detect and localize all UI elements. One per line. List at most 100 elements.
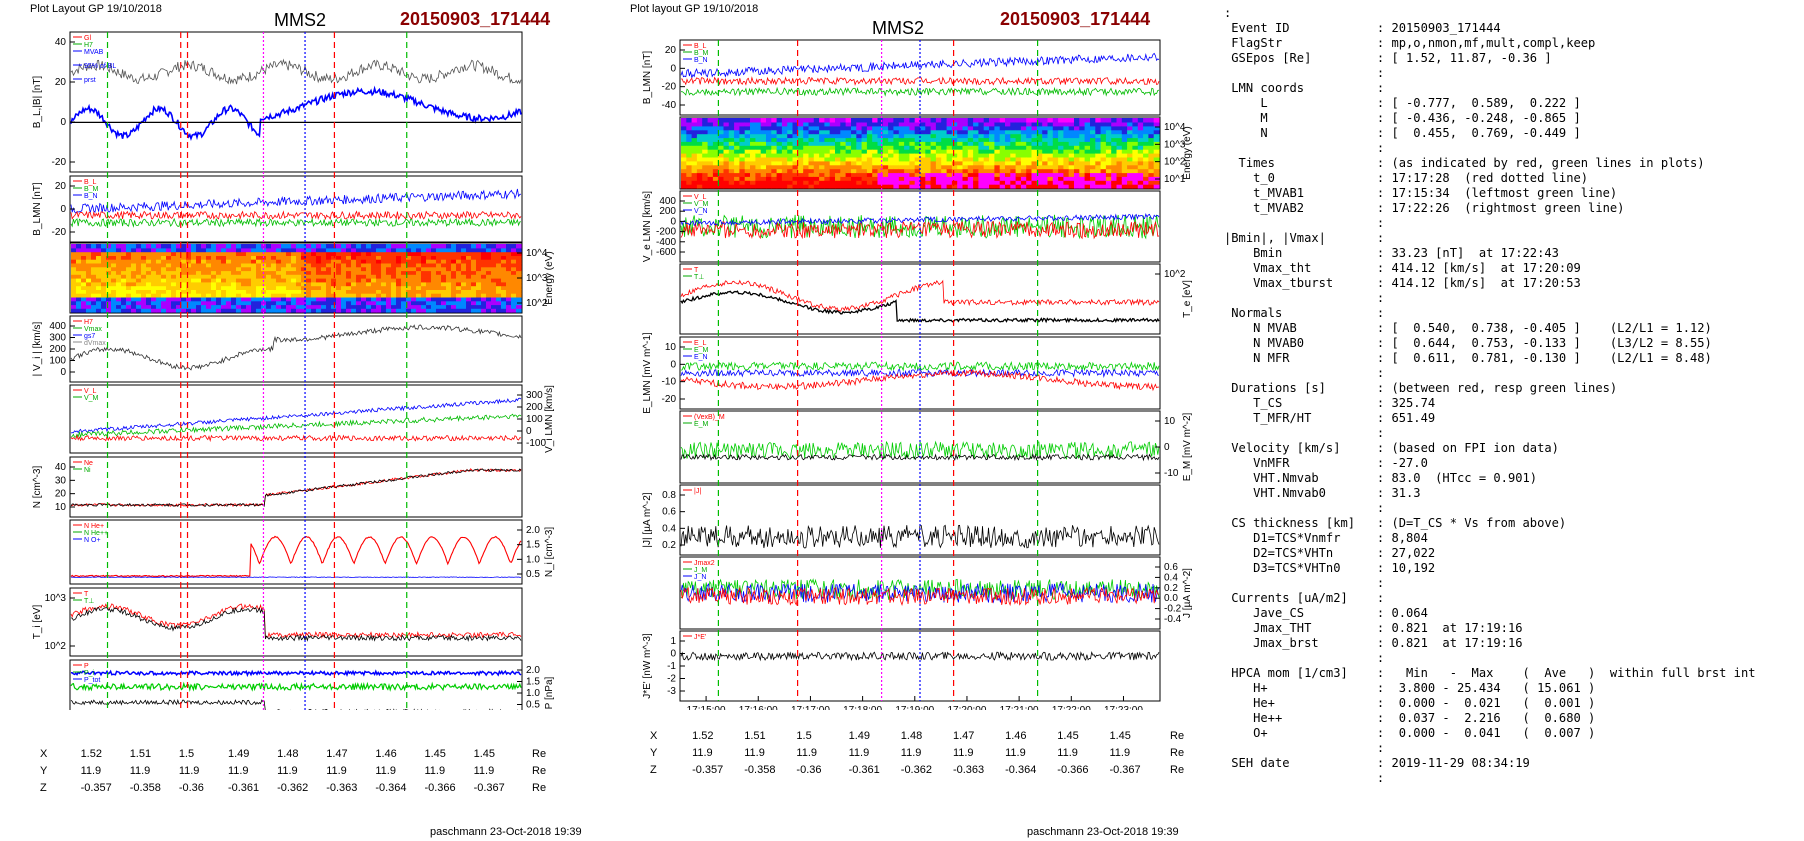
spectrogram-cell (431, 278, 437, 283)
spectrogram-cell (983, 118, 990, 123)
spectrogram-cell (456, 281, 462, 287)
y-tick-label: -200 (656, 227, 676, 238)
spectrogram-cell (771, 156, 778, 162)
spectrogram-cell (326, 285, 332, 290)
spectrogram-cell (266, 281, 272, 287)
spectrogram-cell (266, 308, 272, 313)
spectrogram-cell (111, 274, 117, 279)
spectrogram-cell (176, 304, 182, 309)
left-event-id: 20150903_171444 (400, 9, 551, 29)
spectrogram-cell (71, 262, 77, 268)
spectrogram-cell (1036, 137, 1043, 142)
spectrogram-cell (920, 118, 926, 123)
spectrogram-cell (755, 121, 762, 127)
spectrogram-cell (1020, 184, 1027, 189)
spectrogram-cell (166, 251, 172, 256)
spectrogram-cell (1010, 118, 1017, 123)
spectrogram-cell (236, 266, 242, 272)
spectrogram-cell (511, 293, 517, 298)
spectrogram-cell (196, 308, 202, 313)
spectrogram-cell (1068, 149, 1075, 154)
spectrogram-cell (221, 244, 227, 249)
spectrogram-cell (291, 289, 297, 294)
spectrogram-cell (691, 129, 698, 135)
spectrogram-cell (989, 176, 995, 181)
spectrogram-cell (421, 281, 427, 287)
spectrogram-cell (111, 255, 117, 260)
spectrogram-cell (994, 129, 1001, 135)
spectrogram-cell (1058, 133, 1064, 139)
spectrogram-cell (994, 180, 1001, 185)
spectrogram-cell (471, 266, 477, 272)
spectrogram-cell (866, 141, 873, 146)
spectrogram-cell (983, 176, 990, 181)
spectrogram-cell (476, 304, 482, 309)
spectrogram-cell (681, 118, 687, 123)
spectrogram-cell (396, 285, 402, 290)
spectrogram-cell (236, 255, 242, 260)
spectrogram-cell (236, 296, 242, 302)
spectrogram-cell (999, 121, 1006, 127)
spectrogram-cell (941, 168, 948, 174)
spectrogram-cell (1058, 141, 1064, 146)
spectrogram-cell (1031, 141, 1038, 146)
spectrogram-cell (141, 255, 147, 260)
spectrogram-cell (914, 176, 921, 181)
spectrogram-cell (781, 176, 788, 181)
y-tick-label: 400 (659, 196, 676, 207)
y-tick-label-right: 0.5 (526, 569, 540, 580)
spectrogram-cell (431, 251, 437, 256)
info-line: : (1376, 216, 1385, 230)
spectrogram-cell (989, 145, 995, 150)
spectrogram-cell (1047, 125, 1054, 131)
spectrogram-cell (106, 262, 112, 268)
spectrogram-cell (983, 149, 990, 154)
spectrogram-cell (266, 274, 272, 279)
spectrogram-cell (766, 164, 772, 170)
info-line: N : [ 0.455, 0.769, -0.449 ] (1260, 126, 1581, 140)
spectrogram-cell (792, 141, 799, 146)
spectrogram-cell (723, 180, 730, 185)
spectrogram-cell (792, 145, 799, 150)
spectrogram-cell (776, 176, 783, 181)
spectrogram-cell (941, 137, 948, 142)
info-line: N MFR : [ 0.611, 0.781, -0.130 ] (L2/L1 … (1253, 351, 1712, 365)
spectrogram-cell (221, 300, 227, 306)
spectrogram-cell (712, 149, 719, 154)
spectrogram-cell (1127, 168, 1133, 174)
spectrogram-cell (861, 176, 868, 181)
spectrogram-cell (840, 156, 847, 162)
spectrogram-cell (311, 296, 317, 302)
spectrogram-cell (712, 121, 719, 127)
spectrogram-cell (1148, 137, 1155, 142)
spectrogram-cell (286, 296, 292, 302)
coord-value: 1.47 (952, 730, 975, 742)
spectrogram-cell (1111, 125, 1118, 131)
spectrogram-cell (246, 247, 252, 253)
info-line: He+ : 0.000 - 0.021 ( 0.001 ) (1253, 696, 1596, 710)
spectrogram-cell (957, 168, 964, 174)
spectrogram-cell (718, 176, 725, 181)
spectrogram-cell (1153, 133, 1160, 139)
spectrogram-cell (851, 118, 857, 123)
spectrogram-cell (371, 274, 377, 279)
spectrogram-cell (851, 149, 857, 154)
spectrogram-cell (231, 270, 237, 275)
spectrogram-cell (819, 149, 825, 154)
spectrogram-cell (71, 274, 77, 279)
spectrogram-cell (734, 118, 740, 123)
spectrogram-cell (797, 176, 804, 181)
spectrogram-cell (451, 247, 457, 253)
spectrogram-cell (967, 160, 974, 166)
spectrogram-cell (750, 184, 756, 189)
spectrogram-cell (356, 255, 362, 260)
spectrogram-cell (760, 184, 767, 189)
spectrogram-cell (813, 176, 820, 181)
coord-axis-label: Y (650, 747, 658, 759)
spectrogram-cell (739, 129, 746, 135)
coord-value: 11.9 (1109, 747, 1131, 759)
y-tick-label: -600 (656, 247, 676, 258)
spectrogram-cell (496, 300, 502, 306)
spectrogram-cell (326, 255, 332, 260)
spectrogram-cell (501, 293, 507, 298)
